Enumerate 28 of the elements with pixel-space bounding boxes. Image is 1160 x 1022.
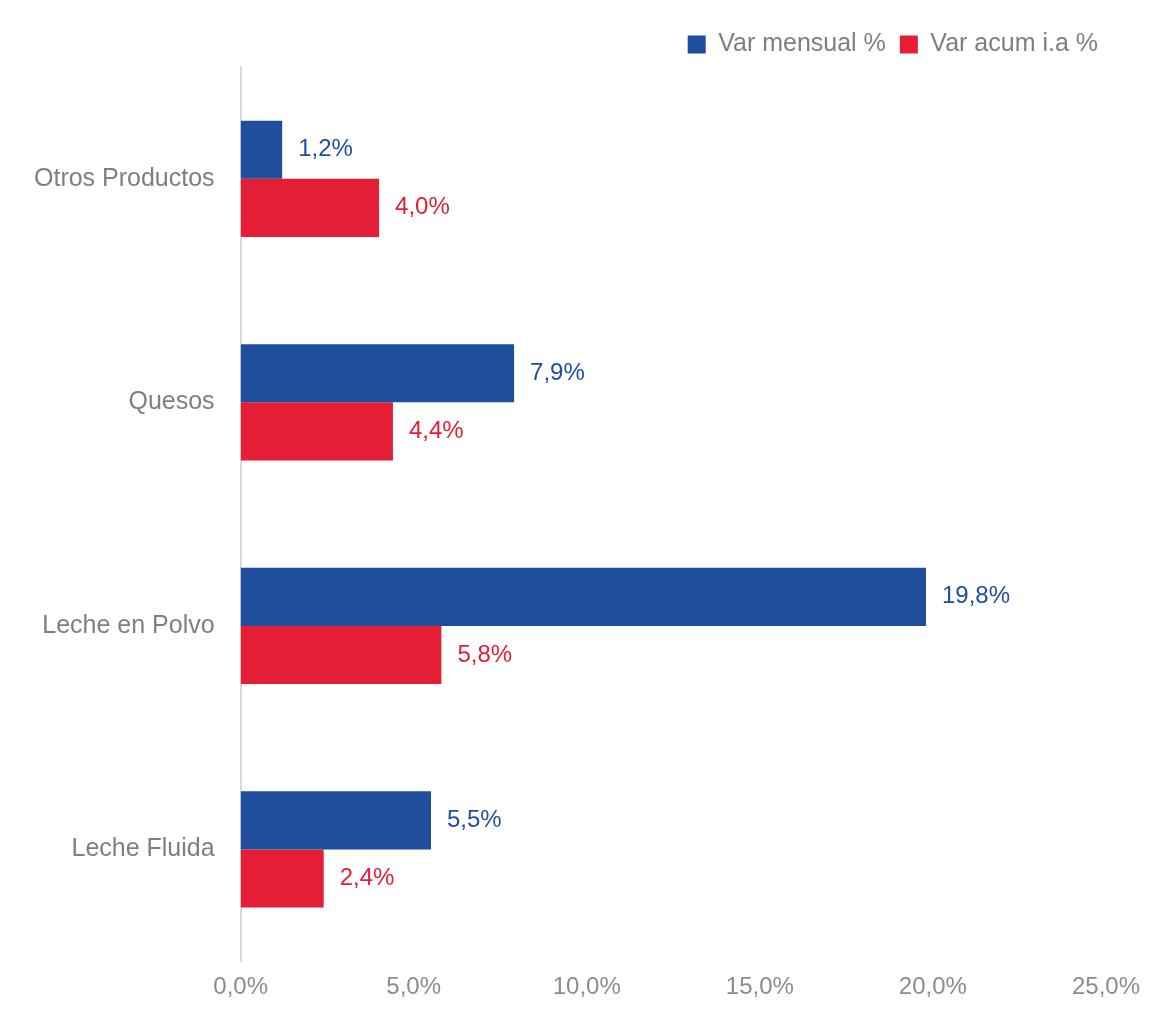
bar <box>240 625 442 684</box>
x-tick-label: 0,0% <box>213 972 268 1000</box>
data-label: 19,8% <box>941 581 1011 609</box>
bar <box>240 402 393 461</box>
bar <box>240 344 515 403</box>
x-tick-label: 5,0% <box>386 972 442 1000</box>
x-tick-label: 10,0% <box>552 972 621 1000</box>
y-tick-label: Leche Fluida <box>71 833 215 862</box>
bar <box>240 849 324 908</box>
x-tick-label: 20,0% <box>898 972 967 1000</box>
bar <box>240 567 926 626</box>
data-label: 4,4% <box>408 416 464 444</box>
x-tick-label: 25,0% <box>1071 972 1141 1000</box>
data-label: 1,2% <box>298 134 353 162</box>
y-tick-label: Leche en Polvo <box>42 609 215 638</box>
x-tick-label: 15,0% <box>725 972 794 1000</box>
data-label: 5,8% <box>457 639 513 667</box>
data-label: 2,4% <box>339 863 395 891</box>
bar <box>240 791 431 850</box>
legend-label: Var mensual % <box>718 28 886 57</box>
bar <box>240 120 283 179</box>
data-label: 5,5% <box>447 804 502 832</box>
legend-label: Var acum i.a % <box>930 28 1098 57</box>
data-label: 7,9% <box>530 357 585 385</box>
data-label: 4,0% <box>395 192 450 220</box>
y-tick-label: Otros Productos <box>33 162 215 191</box>
y-tick-label: Quesos <box>128 386 215 415</box>
bar <box>240 178 380 237</box>
